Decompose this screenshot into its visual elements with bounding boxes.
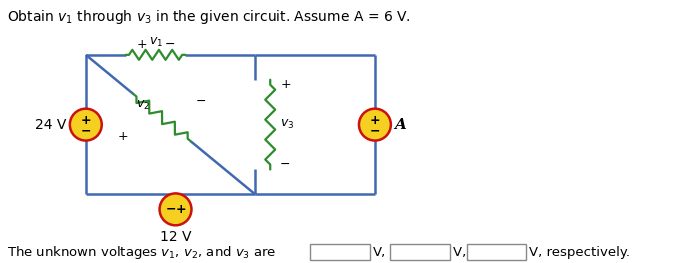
Text: +: + [118,130,128,143]
Bar [390,244,450,260]
Text: $v_3$: $v_3$ [280,118,295,131]
Text: −: − [164,38,175,51]
Text: +: + [280,78,291,91]
Text: +: + [80,114,91,127]
Text: +: + [136,38,147,51]
Text: $v_1$: $v_1$ [149,36,163,49]
Text: Obtain $v_1$ through $v_3$ in the given circuit. Assume A = 6 V.: Obtain $v_1$ through $v_3$ in the given … [7,8,411,26]
Text: 24 V: 24 V [35,118,67,132]
Text: $v_2$: $v_2$ [136,99,150,112]
Text: A: A [394,118,406,132]
Circle shape [160,193,192,225]
Circle shape [70,109,102,140]
Text: −: − [165,203,176,216]
Text: V, and: V, and [453,246,495,259]
Bar [466,244,527,260]
Text: −: − [196,95,206,108]
Text: V, respectively.: V, respectively. [529,246,630,259]
Text: V,: V, [373,246,386,259]
Text: +: + [370,114,380,127]
Circle shape [359,109,391,140]
Text: −: − [80,124,91,137]
Text: −: − [280,158,291,171]
Text: The unknown voltages $v_1$, $v_2$, and $v_3$ are: The unknown voltages $v_1$, $v_2$, and $… [7,244,277,261]
Bar [310,244,370,260]
Text: 12 V: 12 V [160,230,191,244]
Text: +: + [175,203,186,216]
Text: −: − [370,124,380,137]
